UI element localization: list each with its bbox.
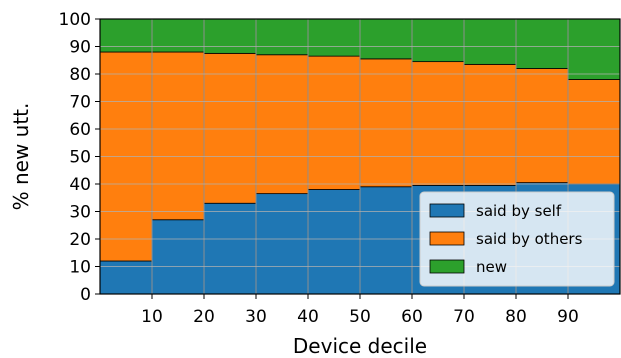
bar-said-by-self-2 — [151, 219, 205, 295]
x-tick-label-70: 70 — [453, 307, 475, 327]
y-tick-label-100: 100 — [59, 10, 91, 30]
legend-label-said-by-self: said by self — [476, 202, 562, 220]
legend-swatch-said-by-others — [429, 231, 465, 246]
y-tick-label-20: 20 — [69, 230, 91, 250]
x-tick-label-40: 40 — [297, 307, 319, 327]
bar-new-9 — [515, 18, 569, 69]
y-tick-label-0: 0 — [80, 285, 91, 305]
legend-box — [419, 191, 615, 287]
bar-new-10 — [567, 18, 621, 80]
y-tick-label-40: 40 — [69, 175, 91, 195]
legend: said by self said by others new — [419, 191, 615, 287]
bar-said-by-others-7 — [411, 61, 465, 186]
x-axis: 10 20 30 40 50 60 70 80 90 — [141, 294, 579, 327]
y-tick-label-30: 30 — [69, 203, 91, 223]
bar-new-2 — [151, 18, 205, 53]
x-tick-label-60: 60 — [401, 307, 423, 327]
y-axis-label: % new utt. — [9, 103, 33, 211]
y-axis: 0 10 20 30 40 50 60 70 80 90 100 — [59, 10, 100, 305]
bar-said-by-self-6 — [359, 186, 413, 295]
y-tick-label-80: 80 — [69, 65, 91, 85]
y-tick-label-60: 60 — [69, 120, 91, 140]
y-tick-label-90: 90 — [69, 38, 91, 58]
bar-said-by-others-4 — [255, 54, 309, 195]
x-axis-label: Device decile — [293, 334, 427, 358]
bar-said-by-others-3 — [203, 52, 257, 204]
bar-new-4 — [255, 18, 309, 56]
x-tick-label-80: 80 — [505, 307, 527, 327]
bar-new-5 — [307, 18, 361, 57]
y-tick-label-10: 10 — [69, 258, 91, 278]
bar-new-1 — [99, 18, 153, 53]
bar-said-by-others-2 — [151, 51, 205, 221]
y-tick-label-50: 50 — [69, 148, 91, 168]
bar-said-by-others-6 — [359, 58, 413, 188]
bar-said-by-self-4 — [255, 193, 309, 295]
y-tick-label-70: 70 — [69, 93, 91, 113]
bar-new-6 — [359, 18, 413, 60]
bar-said-by-others-8 — [463, 63, 517, 186]
legend-label-said-by-others: said by others — [476, 230, 583, 248]
bar-new-7 — [411, 18, 465, 63]
x-tick-label-50: 50 — [349, 307, 371, 327]
x-tick-label-10: 10 — [141, 307, 163, 327]
legend-swatch-new — [429, 259, 465, 274]
x-tick-label-20: 20 — [193, 307, 215, 327]
bar-said-by-others-10 — [567, 79, 621, 185]
bar-said-by-self-3 — [203, 202, 257, 295]
bar-said-by-others-9 — [515, 68, 569, 184]
x-tick-label-90: 90 — [557, 307, 579, 327]
bar-said-by-self-5 — [307, 189, 361, 295]
legend-label-new: new — [476, 258, 507, 276]
bar-new-3 — [203, 18, 257, 54]
bar-said-by-others-5 — [307, 55, 361, 190]
legend-swatch-said-by-self — [429, 203, 465, 218]
bar-said-by-self-1 — [99, 260, 153, 295]
x-tick-label-30: 30 — [245, 307, 267, 327]
bar-new-8 — [463, 18, 517, 65]
